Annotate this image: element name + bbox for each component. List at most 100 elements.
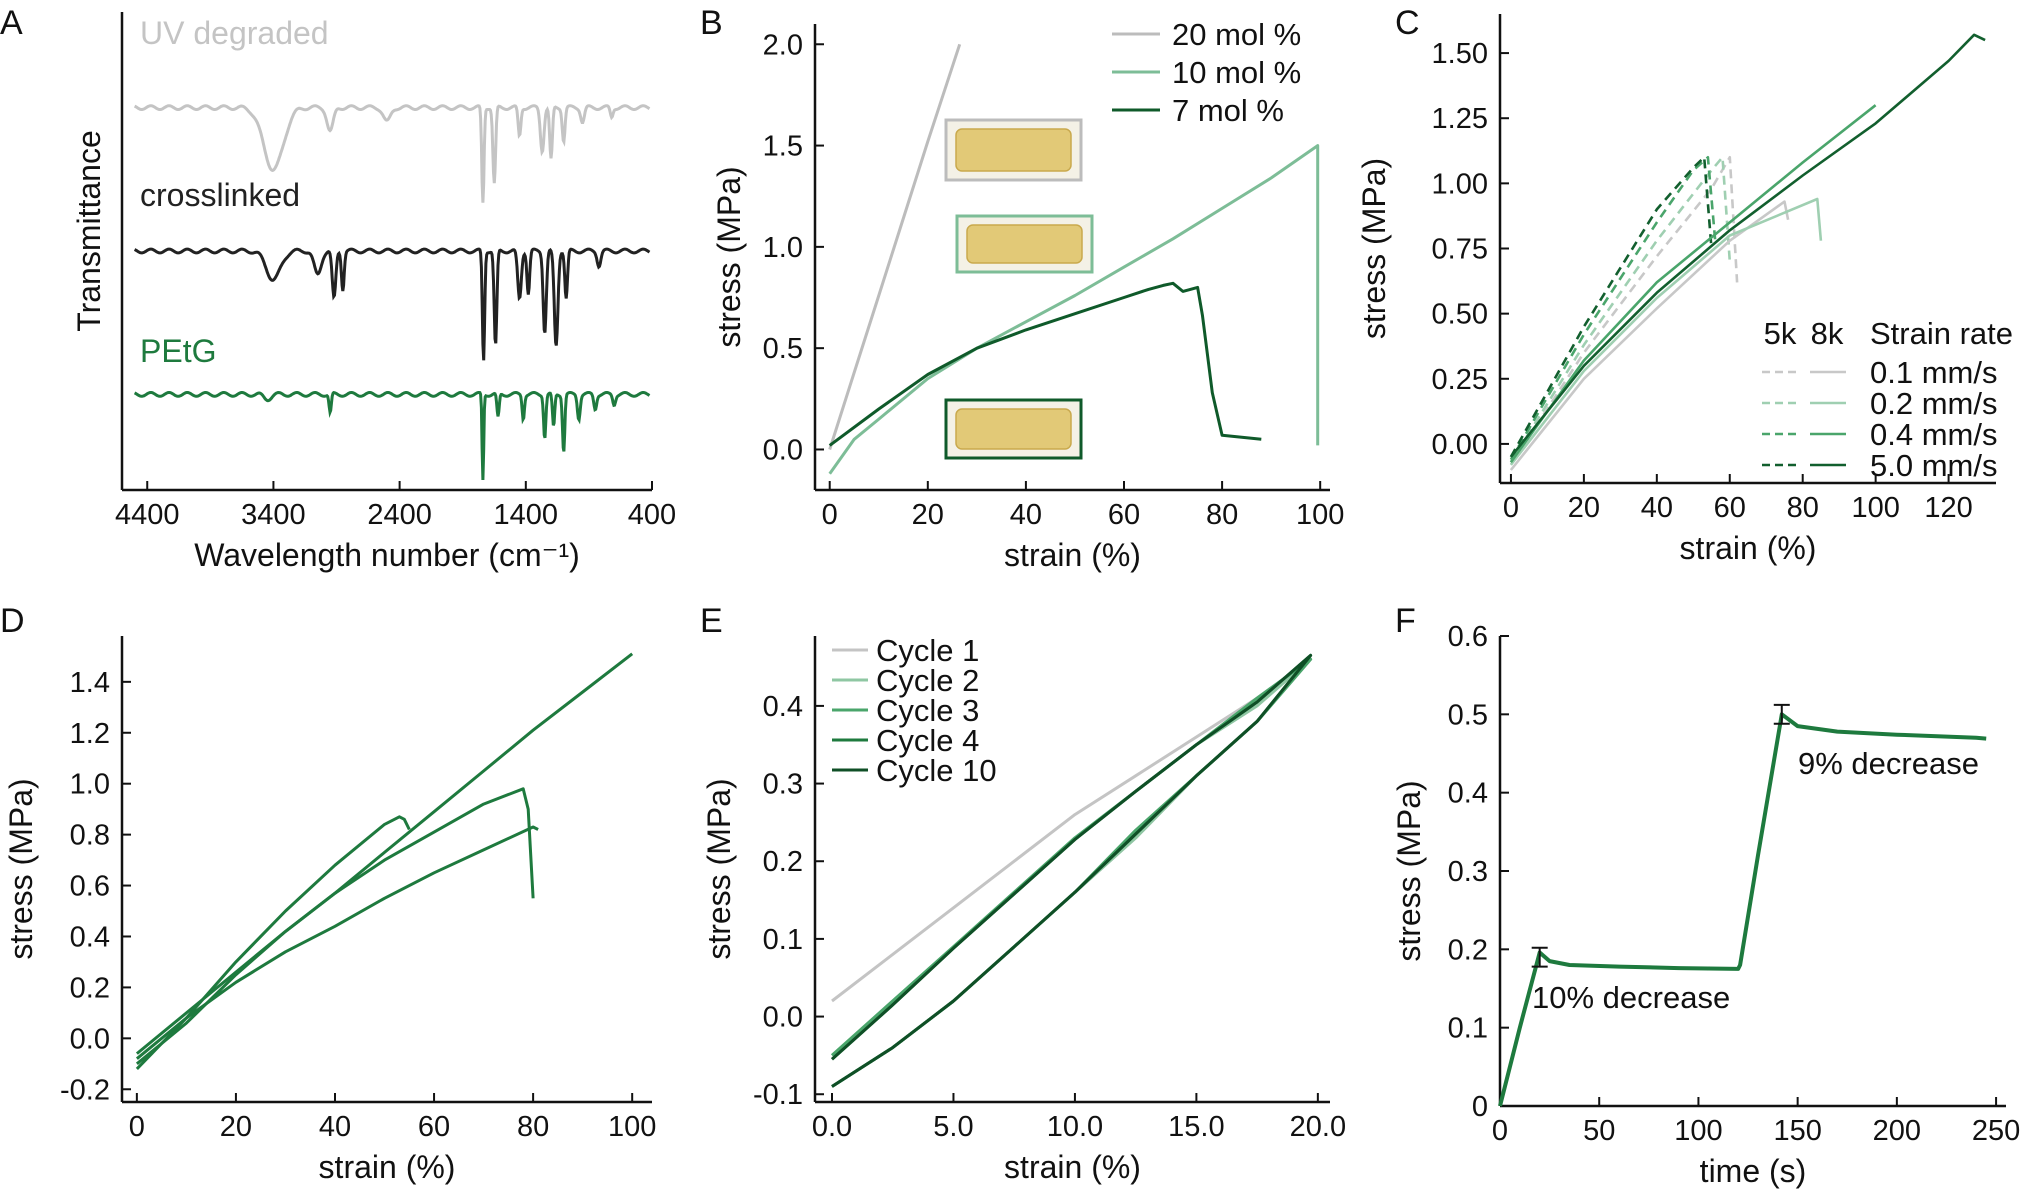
y-tick-label-B: 2.0 — [763, 29, 803, 61]
x-tick-label-E: 20.0 — [1290, 1111, 1346, 1143]
y-axis-title-D: stress (MPa) — [3, 778, 39, 959]
y-tick-label-F: 0.2 — [1448, 934, 1488, 966]
chart-panel-E: 0.0 5.0 10.0 15.0 20.0 -0.1 0.0 0.1 0.2 0.3 0.4 str… — [701, 633, 1346, 1185]
series-line-8k-5-0-mm-s — [1509, 33, 1986, 458]
y-tick-label-C: 0.00 — [1432, 429, 1488, 461]
x-axis-title-E: strain (%) — [1004, 1149, 1141, 1185]
y-tick-label-B: 1.0 — [763, 232, 803, 264]
x-tick-label-C: 80 — [1787, 492, 1819, 524]
y-tick-label-C: 0.50 — [1432, 299, 1488, 331]
x-tick-label-E: 0.0 — [812, 1111, 852, 1143]
y-tick-label-C: 0.75 — [1432, 234, 1488, 266]
series-line-8k-0-4-mm-s — [1509, 104, 1877, 463]
x-tick-label-F: 100 — [1674, 1115, 1722, 1147]
y-tick-label-F: 0.3 — [1448, 856, 1488, 888]
y-tick-label-D: 1.4 — [70, 667, 110, 699]
series-line-5k-0-4-mm-s — [1509, 156, 1717, 461]
y-tick-label-C: 0.25 — [1432, 364, 1488, 396]
y-tick-label-D: 0.0 — [70, 1023, 110, 1055]
series-line-7-mol- — [828, 281, 1262, 447]
y-tick-label-B: 0.5 — [763, 333, 803, 365]
x-tick-label-B: 100 — [1296, 499, 1344, 531]
legend-label-B: 10 mol % — [1172, 55, 1301, 90]
y-tick-label-C: 1.25 — [1432, 103, 1488, 135]
series-line-10-mol- — [828, 144, 1320, 475]
y-axis-title-A: Transmittance — [71, 130, 107, 332]
panel-label-D: D — [0, 602, 25, 640]
chart-panel-C: 0 20 40 60 80 100 120 0.00 0.25 0.50 0.75 1.00 1.25 1… — [1356, 14, 2013, 566]
legend-label-C: 0.2 mm/s — [1870, 386, 1997, 421]
x-tick-label-D: 40 — [319, 1111, 351, 1143]
spectrum-label-crosslinked: crosslinked — [140, 177, 300, 213]
x-tick-label-D: 80 — [517, 1111, 549, 1143]
y-tick-label-D: 1.2 — [70, 718, 110, 750]
spectrum-label-petg: PEtG — [140, 333, 216, 369]
x-tick-label-A: 1400 — [494, 499, 559, 531]
x-tick-label-C: 120 — [1924, 492, 1972, 524]
y-tick-label-D: 0.2 — [70, 972, 110, 1004]
y-tick-label-C: 1.00 — [1432, 168, 1488, 200]
annotation-10pct: 10% decrease — [1532, 980, 1730, 1015]
chart-panel-D: 0 20 40 60 80 100 -0.2 0.0 0.2 0.4 0.6 0.8 1.0 1.2 1.4… — [3, 636, 656, 1185]
y-tick-label-F: 0.4 — [1448, 778, 1488, 810]
x-tick-label-F: 250 — [1972, 1115, 2020, 1147]
y-tick-label-E: 0.3 — [763, 769, 803, 801]
chart-panel-F: 0 50 100 150 200 250 0 0.1 0.2 0.3 0.4 0.5 0.6 time (… — [1391, 621, 2020, 1189]
y-tick-label-E: 0.1 — [763, 924, 803, 956]
legend-header-8k: 8k — [1811, 316, 1844, 351]
x-tick-label-E: 10.0 — [1047, 1111, 1103, 1143]
legend-label-B: 20 mol % — [1172, 17, 1301, 52]
series-line-8k-0-2-mm-s — [1509, 197, 1823, 466]
y-tick-label-C: 1.50 — [1432, 38, 1488, 70]
panel-label-B: B — [700, 4, 723, 42]
y-axis-title-C: stress (MPa) — [1356, 158, 1392, 339]
series-line-relaxation — [1498, 712, 1987, 1107]
y-axis-title-E: stress (MPa) — [701, 778, 737, 959]
x-tick-label-A: 3400 — [241, 499, 306, 531]
series-line-20-mol- — [828, 43, 962, 450]
x-tick-label-F: 150 — [1773, 1115, 1821, 1147]
x-tick-label-A: 4400 — [115, 499, 180, 531]
y-tick-label-E: -0.1 — [753, 1079, 803, 1111]
x-tick-label-D: 0 — [129, 1111, 145, 1143]
x-axis-title-D: strain (%) — [319, 1149, 456, 1185]
series-line-sample-2 — [135, 787, 535, 1065]
chart-panel-B: 0 20 40 60 80 100 0.0 0.5 1.0 1.5 2.0 strain (%) str… — [711, 17, 1344, 573]
panel-label-F: F — [1395, 602, 1416, 640]
sample-photo — [955, 128, 1072, 172]
x-tick-label-F: 200 — [1873, 1115, 1921, 1147]
spectrum-line-crosslinked — [133, 247, 651, 361]
legend-label-E: Cycle 2 — [876, 663, 979, 698]
x-tick-label-B: 80 — [1206, 499, 1238, 531]
x-tick-label-B: 60 — [1108, 499, 1140, 531]
x-tick-label-E: 5.0 — [933, 1111, 973, 1143]
x-tick-label-C: 0 — [1503, 492, 1519, 524]
x-tick-label-D: 100 — [608, 1111, 656, 1143]
sample-photo — [955, 408, 1072, 450]
y-tick-label-B: 1.5 — [763, 131, 803, 163]
x-tick-label-E: 15.0 — [1168, 1111, 1224, 1143]
panel-label-A: A — [0, 4, 23, 42]
x-tick-label-C: 20 — [1568, 492, 1600, 524]
panel-label-C: C — [1395, 4, 1420, 42]
x-tick-label-D: 20 — [220, 1111, 252, 1143]
chart-panel-A: 4400 3400 2400 1400 400 Wavelength number (cm… — [71, 12, 676, 573]
legend-header-5k: 5k — [1764, 316, 1797, 351]
legend-label-E: Cycle 4 — [876, 723, 979, 758]
x-tick-label-C: 100 — [1851, 492, 1899, 524]
x-tick-label-C: 60 — [1714, 492, 1746, 524]
y-tick-label-D: 0.6 — [70, 871, 110, 903]
series-line-sample-4 — [135, 652, 634, 1055]
spectrum-line-uv-degraded — [133, 104, 651, 203]
x-axis-title-A: Wavelength number (cm⁻¹) — [194, 537, 580, 573]
series-line-8k-0-1-mm-s — [1509, 200, 1790, 471]
x-tick-label-F: 0 — [1492, 1115, 1508, 1147]
x-axis-title-C: strain (%) — [1680, 530, 1817, 566]
y-tick-label-F: 0 — [1472, 1091, 1488, 1123]
series-line-5k-5-0-mm-s — [1509, 156, 1713, 458]
x-tick-label-A: 2400 — [367, 499, 432, 531]
annotation-9pct: 9% decrease — [1798, 746, 1979, 781]
sample-photo — [966, 224, 1083, 264]
y-tick-label-F: 0.1 — [1448, 1013, 1488, 1045]
